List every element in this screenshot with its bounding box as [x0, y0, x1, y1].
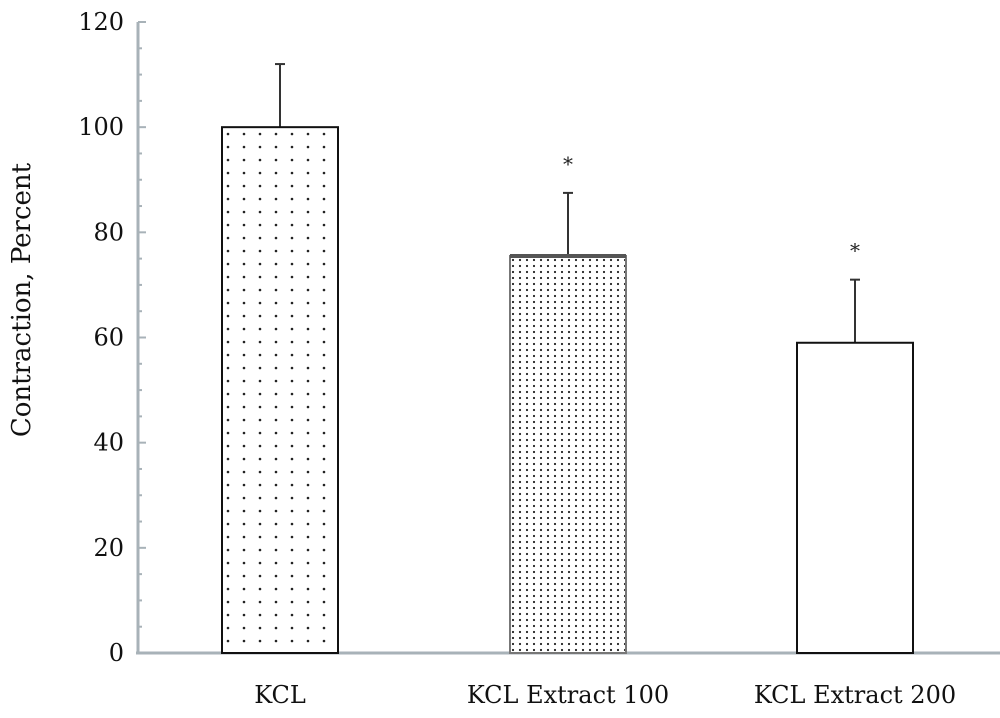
x-category-label: KCL	[254, 681, 306, 709]
y-tick-label: 0	[109, 639, 124, 667]
x-category-label: KCL Extract 100	[467, 681, 669, 709]
labels: 0 20 40 60 80 100 120 KCL * KCL Extract 100 * KCL E…	[78, 8, 956, 709]
y-tick-label: 40	[93, 429, 124, 457]
y-tick-label: 60	[93, 324, 124, 352]
y-tick-label: 100	[78, 113, 124, 141]
significance-asterisk: *	[563, 152, 573, 176]
significance-asterisk: *	[850, 239, 860, 263]
y-axis-title: Contraction, Percent	[7, 162, 37, 437]
y-tick-label: 120	[78, 8, 124, 36]
x-category-label: KCL Extract 200	[754, 681, 956, 709]
bar	[509, 254, 627, 655]
y-tick-label: 20	[93, 534, 124, 562]
bar	[796, 341, 914, 654]
bars	[221, 63, 914, 655]
bar	[221, 126, 339, 654]
y-tick-label: 80	[93, 218, 124, 246]
